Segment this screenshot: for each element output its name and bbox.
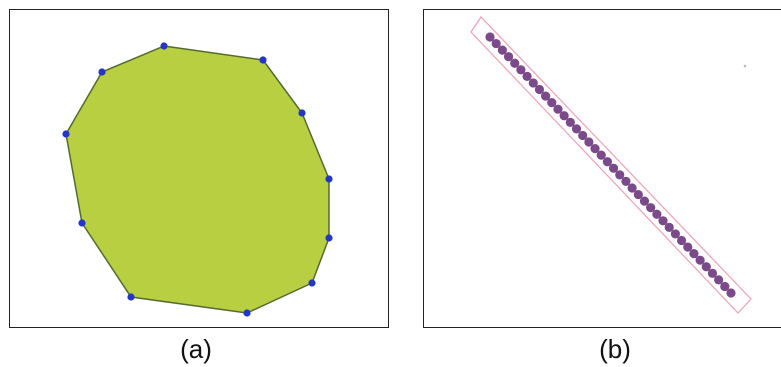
point-5: [510, 58, 520, 68]
point-35: [695, 255, 705, 265]
point-15: [571, 124, 582, 134]
vertex-6: [308, 279, 316, 287]
point-24: [627, 183, 637, 193]
point-38: [714, 275, 724, 285]
vertex-11: [98, 68, 106, 76]
point-8: [528, 78, 538, 88]
point-32: [676, 235, 687, 246]
stray-dot: [743, 64, 747, 68]
point-14: [565, 117, 575, 127]
caption-a: (a): [180, 334, 212, 364]
point-22: [615, 170, 625, 180]
point-34: [689, 249, 699, 259]
points-diagram: [470, 16, 752, 314]
point-7: [522, 71, 532, 81]
point-29: [658, 216, 668, 226]
point-17: [584, 137, 594, 147]
panel-a: [9, 9, 389, 328]
vertex-4: [325, 175, 333, 183]
panel-b: [423, 9, 781, 328]
point-4: [503, 52, 514, 62]
point-36: [701, 262, 711, 272]
vertex-9: [78, 219, 86, 227]
point-3: [497, 45, 507, 55]
point-27: [646, 203, 656, 213]
point-11: [547, 98, 557, 108]
vertex-1: [160, 42, 168, 50]
point-30: [664, 222, 674, 232]
point-23: [621, 176, 631, 187]
point-18: [590, 143, 600, 154]
vertex-10: [62, 130, 70, 138]
point-2: [491, 38, 501, 49]
vertex-2: [259, 56, 267, 64]
convex-polygon: [65, 45, 330, 314]
point-33: [683, 242, 693, 252]
polygon-vertices: [62, 42, 333, 317]
point-26: [639, 196, 650, 206]
point-37: [707, 268, 718, 278]
vertex-8: [127, 293, 135, 301]
vertex-7: [243, 309, 251, 317]
point-40: [726, 288, 736, 298]
point-19: [596, 150, 606, 160]
point-21: [608, 163, 619, 173]
point-31: [670, 229, 680, 239]
point-20: [602, 157, 613, 167]
point-6: [516, 65, 526, 75]
point-12: [553, 104, 563, 114]
bounding-rectangle: [470, 16, 752, 314]
point-13: [559, 111, 569, 121]
caption-b: (b): [599, 334, 631, 364]
point-9: [534, 84, 545, 95]
point-39: [720, 281, 730, 292]
point-10: [541, 91, 551, 101]
point-16: [578, 130, 588, 141]
vertex-5: [325, 234, 333, 242]
vertex-3: [298, 109, 306, 117]
point-1: [485, 32, 495, 42]
polygon-diagram: [62, 42, 333, 317]
collinear-points: [485, 32, 736, 298]
point-28: [652, 209, 662, 219]
point-25: [633, 189, 643, 200]
